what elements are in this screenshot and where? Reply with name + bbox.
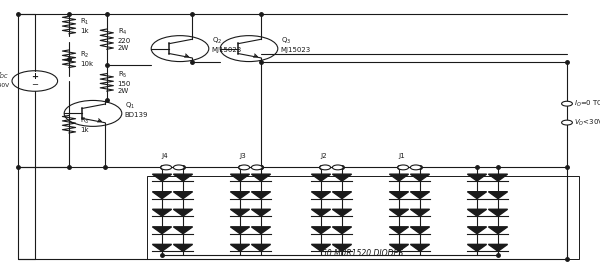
Polygon shape [410, 209, 430, 216]
Polygon shape [173, 244, 193, 251]
Polygon shape [230, 209, 250, 216]
Text: J3: J3 [239, 153, 247, 159]
Polygon shape [488, 174, 508, 181]
Text: R$_3$
1k: R$_3$ 1k [80, 116, 89, 133]
Polygon shape [152, 209, 172, 216]
Polygon shape [173, 174, 193, 181]
Polygon shape [467, 192, 487, 199]
Polygon shape [311, 209, 331, 216]
Circle shape [239, 165, 250, 170]
Polygon shape [311, 192, 331, 199]
Polygon shape [467, 174, 487, 181]
Circle shape [332, 165, 343, 170]
Polygon shape [467, 209, 487, 216]
Polygon shape [251, 174, 271, 181]
Polygon shape [152, 192, 172, 199]
Polygon shape [410, 192, 430, 199]
Polygon shape [251, 209, 271, 216]
Polygon shape [332, 244, 352, 251]
Polygon shape [467, 227, 487, 234]
Polygon shape [173, 227, 193, 234]
Polygon shape [488, 227, 508, 234]
Circle shape [398, 165, 409, 170]
Polygon shape [389, 209, 409, 216]
Text: J4: J4 [161, 153, 169, 159]
Polygon shape [251, 227, 271, 234]
Polygon shape [488, 209, 508, 216]
Polygon shape [488, 192, 508, 199]
Polygon shape [230, 227, 250, 234]
Text: R$_4$
220
2W: R$_4$ 220 2W [118, 27, 131, 51]
Polygon shape [230, 244, 250, 251]
Polygon shape [332, 209, 352, 216]
Text: $I_O$=0 TO 2A: $I_O$=0 TO 2A [574, 99, 600, 109]
Circle shape [410, 165, 421, 170]
Polygon shape [488, 244, 508, 251]
Text: $V_{DC}$: $V_{DC}$ [0, 71, 10, 81]
Polygon shape [332, 227, 352, 234]
Text: −: − [31, 80, 38, 89]
Text: J1: J1 [398, 153, 406, 159]
Circle shape [161, 165, 172, 170]
Polygon shape [467, 244, 487, 251]
Polygon shape [389, 244, 409, 251]
Polygon shape [389, 227, 409, 234]
Text: +: + [31, 72, 38, 81]
Polygon shape [410, 174, 430, 181]
Text: Q$_3$
MJ15023: Q$_3$ MJ15023 [281, 36, 311, 53]
Polygon shape [152, 174, 172, 181]
Bar [147, 176, 579, 259]
Polygon shape [311, 174, 331, 181]
Polygon shape [173, 209, 193, 216]
Polygon shape [251, 192, 271, 199]
Text: $V_O$<30V: $V_O$<30V [574, 117, 600, 128]
Circle shape [173, 165, 184, 170]
Circle shape [251, 165, 262, 170]
Polygon shape [230, 192, 250, 199]
Polygon shape [173, 192, 193, 199]
Circle shape [320, 165, 331, 170]
Circle shape [562, 120, 572, 125]
Text: Q$_2$
MJ15023: Q$_2$ MJ15023 [212, 36, 242, 53]
Polygon shape [410, 244, 430, 251]
Polygon shape [152, 227, 172, 234]
Polygon shape [389, 174, 409, 181]
Polygon shape [230, 174, 250, 181]
Text: R$_2$
10k: R$_2$ 10k [80, 50, 93, 67]
Text: 0 TO 40V: 0 TO 40V [0, 83, 10, 88]
Text: Q$_1$
BD139: Q$_1$ BD139 [125, 101, 148, 118]
Circle shape [562, 101, 572, 106]
Polygon shape [311, 227, 331, 234]
Text: J2: J2 [320, 153, 328, 159]
Polygon shape [410, 227, 430, 234]
Polygon shape [332, 192, 352, 199]
Text: R$_5$
150
2W: R$_5$ 150 2W [118, 70, 131, 94]
Polygon shape [389, 192, 409, 199]
Polygon shape [251, 244, 271, 251]
Polygon shape [152, 244, 172, 251]
Polygon shape [332, 174, 352, 181]
Text: 50 MUR1520 DIODES: 50 MUR1520 DIODES [322, 249, 404, 258]
Polygon shape [311, 244, 331, 251]
Text: R$_1$
1k: R$_1$ 1k [80, 16, 89, 33]
